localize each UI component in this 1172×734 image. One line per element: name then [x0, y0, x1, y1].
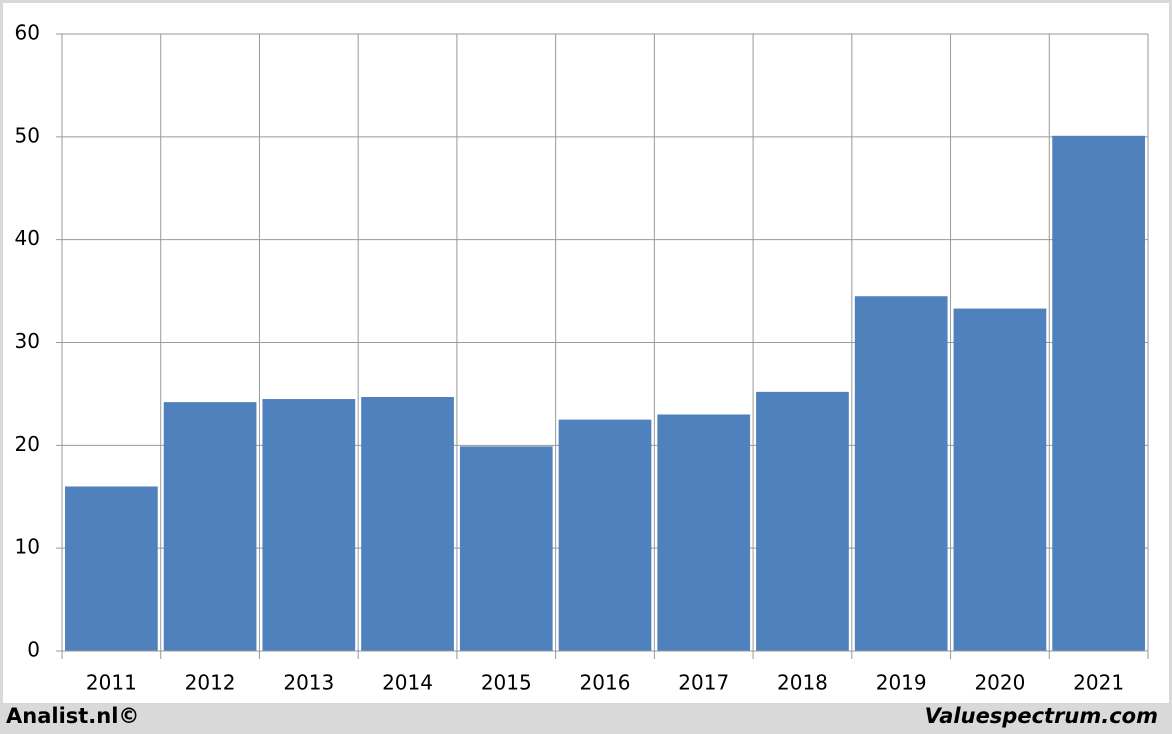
- y-tick-label: 20: [15, 432, 40, 456]
- x-tick-label: 2015: [481, 671, 532, 695]
- bar: [558, 419, 652, 651]
- bar: [361, 397, 454, 651]
- x-tick-label: 2013: [283, 671, 334, 695]
- bar: [459, 446, 553, 651]
- x-tick-label: 2021: [1073, 671, 1124, 695]
- x-tick-label: 2017: [678, 671, 729, 695]
- y-tick-label: 10: [15, 535, 40, 559]
- x-tick-label: 2018: [777, 671, 828, 695]
- y-tick-label: 30: [15, 329, 40, 353]
- footer-left: Analist.nl©: [6, 704, 139, 728]
- x-tick-label: 2016: [580, 671, 631, 695]
- bar: [756, 391, 849, 651]
- bar: [1052, 135, 1145, 651]
- bar: [854, 296, 948, 651]
- x-tick-label: 2012: [185, 671, 236, 695]
- bar: [953, 308, 1047, 651]
- x-tick-label: 2020: [974, 671, 1025, 695]
- y-tick-label: 40: [15, 226, 40, 250]
- y-tick-label: 50: [15, 123, 40, 147]
- x-tick-label: 2019: [876, 671, 927, 695]
- footer-right: Valuespectrum.com: [925, 704, 1158, 728]
- bar: [657, 414, 751, 651]
- x-tick-label: 2011: [86, 671, 137, 695]
- y-tick-label: 0: [27, 638, 40, 662]
- bar: [65, 486, 158, 651]
- y-tick-label: 60: [15, 21, 40, 45]
- bar: [163, 402, 257, 651]
- x-tick-label: 2014: [382, 671, 433, 695]
- bar: [262, 399, 356, 651]
